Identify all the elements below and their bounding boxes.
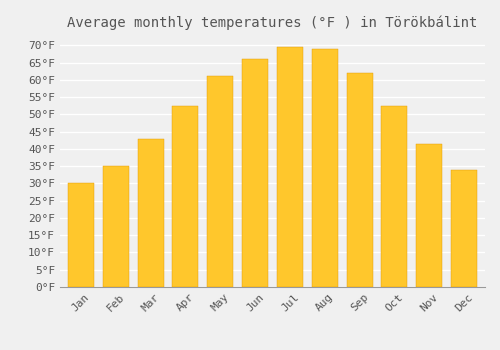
Bar [382,106,407,287]
Bar [451,170,477,287]
Bar [68,183,94,287]
Bar [416,144,442,287]
Bar [102,166,129,287]
Bar [242,59,268,287]
Title: Average monthly temperatures (°F ) in Törökbálint: Average monthly temperatures (°F ) in Tö… [68,15,478,30]
Bar [277,47,303,287]
Bar [346,73,372,287]
Bar [312,49,338,287]
Bar [172,106,199,287]
Bar [207,76,234,287]
Bar [138,139,164,287]
